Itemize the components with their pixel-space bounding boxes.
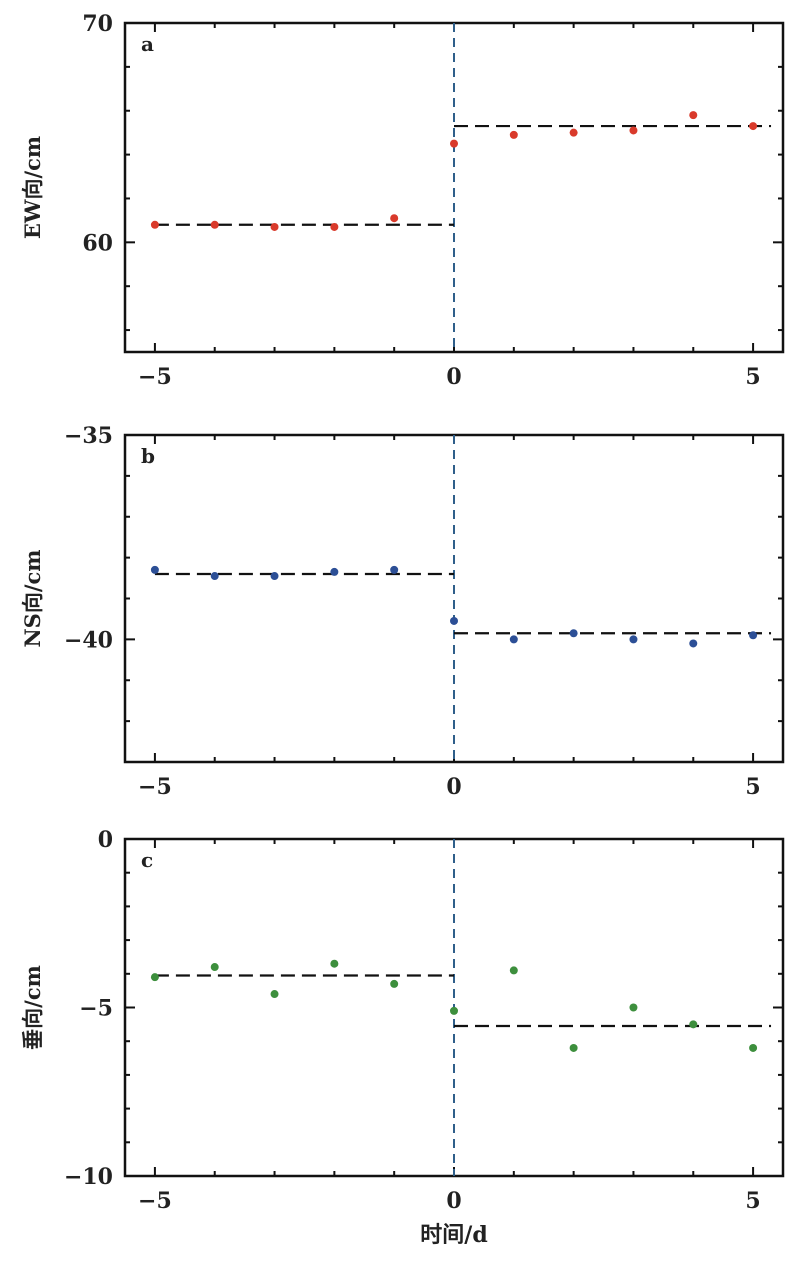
data-point xyxy=(270,572,279,581)
data-point xyxy=(749,631,758,640)
x-tick-label: −5 xyxy=(138,364,172,390)
data-point xyxy=(270,222,279,231)
x-axis-label: 时间/d xyxy=(420,1222,487,1248)
data-point xyxy=(390,214,399,223)
data-point xyxy=(270,990,279,999)
data-point xyxy=(749,122,758,131)
data-point xyxy=(509,966,518,975)
data-point xyxy=(569,128,578,137)
chart-panel-c: −5 0 5 0 −5 −10 垂向/cm c 时间/d xyxy=(20,827,785,1248)
data-point xyxy=(450,1006,458,1015)
data-point xyxy=(210,572,219,581)
data-point xyxy=(450,139,458,148)
chart-panel-b: −5 0 5 −35 −40 NS向/cm b xyxy=(20,423,785,800)
data-point xyxy=(390,565,399,574)
data-point xyxy=(689,111,698,120)
x-tick-label: −5 xyxy=(138,774,172,800)
y-tick-label: 70 xyxy=(82,11,113,37)
panel-label: a xyxy=(141,32,154,56)
y-tick-label: −10 xyxy=(64,1164,113,1190)
y-tick-label: −40 xyxy=(64,627,113,653)
y-axis-label: NS向/cm xyxy=(20,549,45,647)
y-axis-label: 垂向/cm xyxy=(20,965,45,1050)
data-point xyxy=(390,979,399,988)
y-tick-label: −35 xyxy=(64,423,113,449)
data-point xyxy=(330,567,339,576)
data-point xyxy=(689,1020,698,1029)
data-point xyxy=(210,963,219,972)
x-tick-label: 5 xyxy=(745,774,760,800)
data-point xyxy=(150,220,159,229)
data-point xyxy=(569,1043,578,1052)
data-point xyxy=(210,220,219,229)
data-point xyxy=(330,959,339,968)
data-point xyxy=(450,616,458,625)
chart-panel-a: −5 0 5 60 70 EW向/cm a xyxy=(20,11,785,390)
x-tick-label: 5 xyxy=(745,364,760,390)
y-tick-label: −5 xyxy=(79,996,113,1022)
panel-label: c xyxy=(141,848,153,872)
data-point xyxy=(509,130,518,139)
x-tick-label: 0 xyxy=(446,774,461,800)
data-point xyxy=(150,973,159,982)
y-axis-label: EW向/cm xyxy=(20,136,45,239)
x-tick-label: −5 xyxy=(138,1188,172,1214)
data-point xyxy=(569,629,578,638)
data-point xyxy=(689,639,698,648)
data-point xyxy=(629,635,638,644)
x-tick-label: 5 xyxy=(745,1188,760,1214)
y-tick-label: 60 xyxy=(82,230,113,256)
data-point xyxy=(629,1003,638,1012)
data-point xyxy=(150,565,159,574)
data-point xyxy=(509,635,518,644)
x-tick-label: 0 xyxy=(446,1188,461,1214)
x-tick-label: 0 xyxy=(446,364,461,390)
panel-label: b xyxy=(141,444,155,468)
data-point xyxy=(629,126,638,135)
data-point xyxy=(330,222,339,231)
data-point xyxy=(749,1043,758,1052)
y-tick-label: 0 xyxy=(98,827,113,853)
